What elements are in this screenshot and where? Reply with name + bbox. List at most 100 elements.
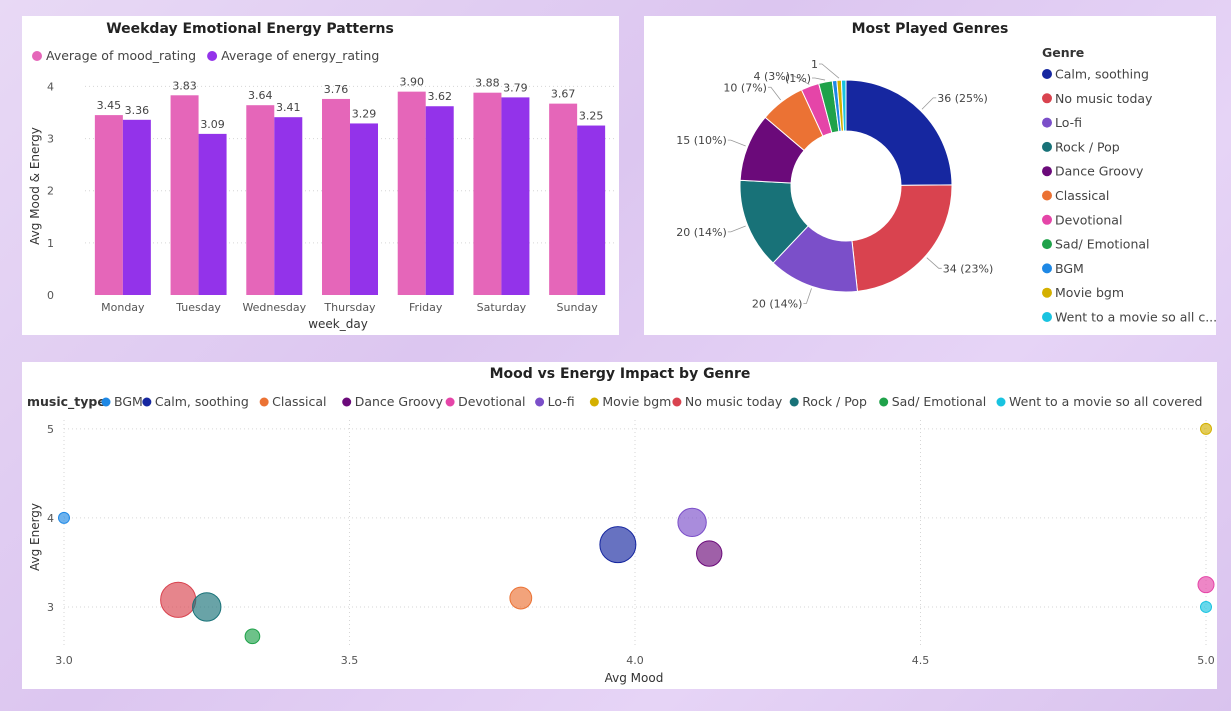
y-axis-title: Avg Energy [28, 503, 42, 571]
bar-chart-panel: Weekday Emotional Energy Patterns Average… [22, 16, 619, 335]
bar-average-of-energy-rating-sunday [577, 125, 606, 296]
y-tick-label: 0 [47, 289, 54, 302]
leader-line [727, 139, 746, 147]
bar-average-of-mood-rating-thursday [322, 98, 350, 295]
legend-marker-bgm [101, 397, 111, 407]
y-tick-label: 4 [47, 512, 54, 525]
data-label: 3.90 [399, 76, 424, 89]
slice-label-movie-bgm: 1 [811, 58, 818, 71]
y-tick-label: 5 [47, 423, 54, 436]
legend-label-calm-soothing: Calm, soothing [1055, 67, 1149, 82]
x-tick-label: 3.5 [341, 654, 359, 667]
legend-label-devotional: Devotional [1055, 212, 1122, 227]
legend-marker-calm-soothing [142, 397, 152, 407]
x-tick-label: Monday [101, 301, 145, 314]
x-tick-label: 5.0 [1197, 654, 1215, 667]
data-label: 3.62 [427, 90, 452, 103]
legend-label-lo-fi: Lo-fi [1055, 115, 1082, 130]
legend-marker-lo-fi [1042, 117, 1052, 128]
y-axis-title: Avg Mood & Energy [28, 127, 42, 245]
legend-marker-dance-groovy [342, 397, 352, 407]
data-label: 3.25 [579, 110, 604, 123]
point-sad-emotional [244, 628, 261, 645]
legend-marker-rock-pop [789, 397, 799, 407]
legend-marker-dance-groovy [1042, 166, 1052, 177]
data-label: 3.36 [125, 104, 150, 117]
slice-label-calm-soothing: 36 (25%) [937, 92, 988, 105]
point-bgm [58, 511, 70, 524]
slice-no-music-today [851, 184, 953, 292]
bar-average-of-energy-rating-tuesday [198, 133, 227, 295]
bar-average-of-energy-rating-friday [425, 106, 454, 295]
bar-chart: Weekday Emotional Energy Patterns Average… [28, 21, 615, 331]
legend-label-sad-emotional: Sad/ Emotional [1055, 237, 1150, 252]
point-rock-pop [192, 592, 222, 622]
x-axis-title: Avg Mood [605, 671, 664, 685]
legend-label-went-to-a-movie-so-all-covered: Went to a movie so all c... [1055, 310, 1216, 325]
bar-average-of-mood-rating-saturday [473, 92, 502, 295]
legend-marker-average-of-mood-rating [32, 51, 42, 61]
legend-marker-bgm [1042, 263, 1052, 274]
chart-title: Most Played Genres [852, 21, 1009, 37]
slice-label-sad-emotional: (1%) [785, 72, 811, 85]
point-dance-groovy [696, 540, 723, 567]
legend-marker-went-to-a-movie-so-all-covered [996, 397, 1006, 407]
legend-marker-classical [1042, 190, 1052, 201]
legend-marker-lo-fi [535, 397, 545, 407]
point-lo-fi [677, 507, 707, 538]
legend-label-movie-bgm: Movie bgm [602, 394, 671, 409]
leader-line [803, 288, 812, 304]
legend-marker-went-to-a-movie-so-all-covered [1042, 312, 1052, 322]
x-tick-label: Wednesday [242, 301, 306, 314]
slice-label-no-music-today: 34 (23%) [943, 262, 994, 275]
point-devotional [1197, 576, 1215, 594]
chart-title: Weekday Emotional Energy Patterns [106, 21, 394, 37]
data-label: 3.29 [352, 107, 377, 120]
data-label: 3.79 [503, 81, 528, 94]
bar-average-of-mood-rating-sunday [549, 103, 578, 295]
legend-label-classical: Classical [272, 394, 326, 409]
legend-marker-no-music-today [672, 397, 682, 407]
data-label: 3.64 [248, 89, 273, 102]
data-label: 3.76 [324, 83, 349, 96]
x-tick-label: 4.0 [626, 654, 644, 667]
legend-label-no-music-today: No music today [1055, 91, 1153, 106]
legend-label-movie-bgm: Movie bgm [1055, 285, 1124, 300]
data-label: 3.41 [276, 101, 301, 114]
y-tick-label: 4 [47, 80, 54, 93]
x-tick-label: Friday [409, 301, 443, 314]
chart-title: Mood vs Energy Impact by Genre [490, 366, 751, 382]
leader-line [791, 75, 810, 85]
legend-label-dance-groovy: Dance Groovy [1055, 164, 1144, 179]
point-classical [509, 586, 533, 610]
leader-line [921, 97, 937, 110]
legend-title: Genre [1042, 45, 1084, 60]
data-label: 3.09 [200, 118, 225, 131]
slice-label-devotional: 4 (3%) [753, 70, 790, 83]
point-went-to-a-movie-so-all-covered [1200, 600, 1212, 613]
point-calm-soothing [599, 526, 637, 564]
point-movie-bgm [1200, 422, 1212, 435]
legend-label-rock-pop: Rock / Pop [802, 394, 867, 409]
data-label: 3.67 [551, 88, 576, 101]
data-label: 3.83 [172, 79, 197, 92]
slice-label-dance-groovy: 15 (10%) [676, 134, 727, 147]
legend-label-bgm: BGM [1055, 261, 1084, 276]
legend-marker-classical [259, 397, 269, 407]
x-tick-label: Saturday [477, 301, 527, 314]
leader-line [727, 225, 746, 233]
y-tick-label: 3 [47, 601, 54, 614]
donut-chart-panel: Most Played Genres 36 (25%) 34 (23%) 20 (14… [644, 16, 1216, 335]
donut-chart: Most Played Genres 36 (25%) 34 (23%) 20 (14… [676, 21, 1216, 325]
legend-label-went-to-a-movie-so-all-covered: Went to a movie so all covered [1009, 394, 1202, 409]
point-no-music-today [160, 581, 197, 618]
bar-average-of-mood-rating-monday [94, 115, 123, 295]
legend-label-average-of-energy-rating: Average of energy_rating [221, 48, 379, 63]
legend-label-sad-emotional: Sad/ Emotional [892, 394, 987, 409]
bar-average-of-energy-rating-thursday [350, 123, 378, 295]
legend-label-bgm: BGM [114, 394, 143, 409]
legend-marker-average-of-energy-rating [207, 51, 218, 61]
legend-label-calm-soothing: Calm, soothing [155, 394, 249, 409]
bar-average-of-mood-rating-friday [397, 91, 426, 296]
slice-went-to-a-movie-so-all-covered [840, 79, 847, 132]
